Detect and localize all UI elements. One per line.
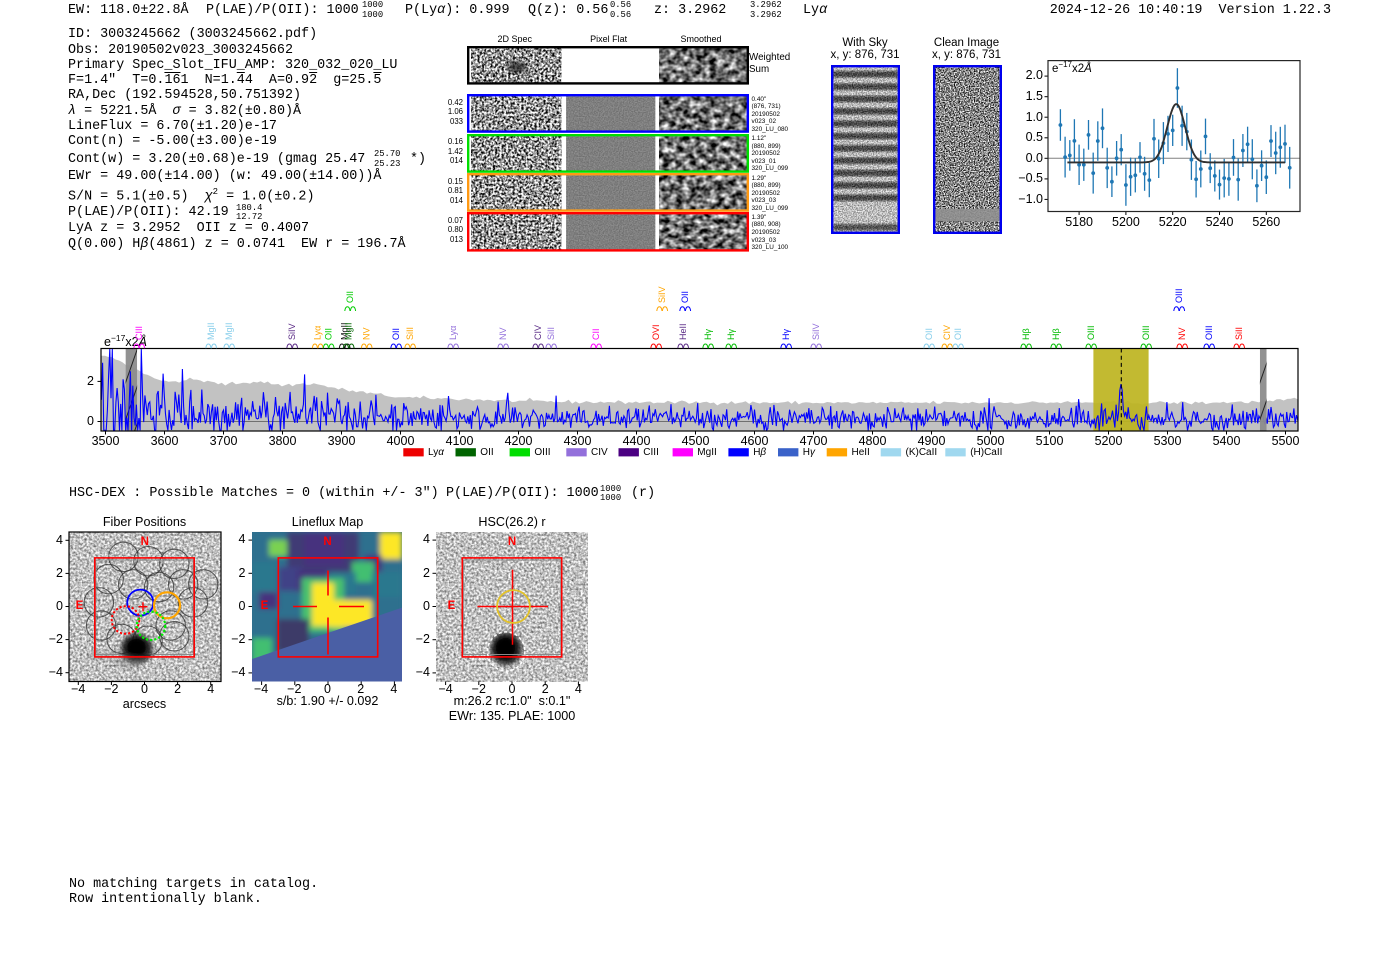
svg-text:CIV: CIV [942,325,952,340]
svg-text:OVI: OVI [651,324,661,340]
svg-text:OIII: OIII [1204,325,1214,340]
svg-text:MgII: MgII [340,322,350,340]
svg-text:SiII: SiII [405,327,415,340]
svg-text:MgII: MgII [344,322,354,340]
svg-text:Lyα: Lyα [313,326,323,340]
svg-text:NV: NV [498,327,508,340]
svg-text:Hβ: Hβ [1051,328,1061,340]
svg-text:SiIV: SiIV [811,323,821,340]
svg-text:OII: OII [324,328,334,340]
svg-text:OII: OII [953,328,963,340]
svg-text:SiII: SiII [1234,327,1244,340]
svg-text:SiIV: SiIV [287,323,297,340]
svg-text:SiII: SiII [546,327,556,340]
svg-text:CIII: CIII [134,326,144,340]
svg-text:MgII: MgII [206,322,216,340]
svg-text:OIII: OIII [1141,325,1151,340]
svg-text:HeII: HeII [678,323,688,340]
svg-text:OII: OII [345,291,355,303]
svg-text:CIV: CIV [533,325,543,340]
svg-text:NV: NV [362,327,372,340]
svg-text:OII: OII [680,291,690,303]
svg-text:Hγ: Hγ [703,329,713,340]
svg-text:MgII: MgII [224,322,234,340]
svg-text:OII: OII [924,328,934,340]
svg-text:CII: CII [591,328,601,340]
svg-text:Hγ: Hγ [781,329,791,340]
svg-text:Lyα: Lyα [448,326,458,340]
svg-text:Hβ: Hβ [1021,328,1031,340]
svg-text:OIII: OIII [1174,288,1184,303]
svg-text:OIII: OIII [1086,325,1096,340]
svg-text:NV: NV [1177,327,1187,340]
svg-text:Hγ: Hγ [726,329,736,340]
svg-text:SiIV: SiIV [657,286,667,303]
svg-text:OII: OII [391,328,401,340]
